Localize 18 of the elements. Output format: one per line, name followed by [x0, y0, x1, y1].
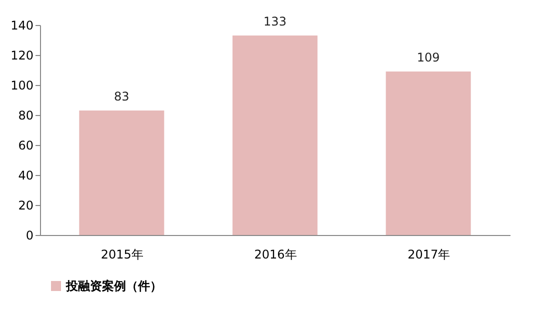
data-label: 133 — [264, 14, 286, 28]
x-tick-label: 2017年 — [408, 248, 450, 262]
y-tick-label: 20 — [18, 198, 34, 212]
bar — [386, 72, 471, 235]
y-tick-label: 80 — [18, 108, 34, 122]
data-label: 83 — [114, 90, 130, 104]
y-tick-label: 120 — [10, 48, 34, 62]
bar — [79, 110, 164, 235]
data-label: 109 — [416, 50, 440, 64]
legend-label: 投融资案例（件） — [65, 279, 162, 293]
y-tick-label: 40 — [18, 168, 34, 182]
bar — [232, 36, 318, 235]
x-tick-label: 2016年 — [254, 248, 297, 262]
x-tick-label: 2015年 — [100, 248, 144, 262]
y-tick-label: 60 — [18, 138, 34, 152]
y-tick-label: 0 — [26, 228, 34, 242]
y-tick-label: 100 — [10, 78, 34, 92]
y-tick-label: 140 — [10, 18, 34, 32]
